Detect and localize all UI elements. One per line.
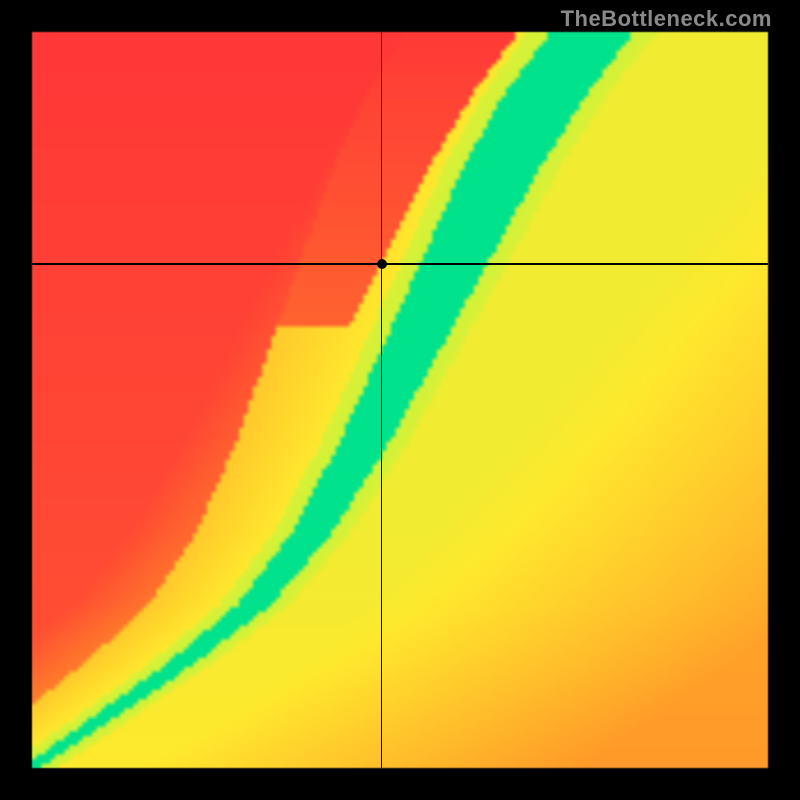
crosshair-marker-dot xyxy=(377,259,387,269)
crosshair-horizontal-line xyxy=(32,263,768,264)
crosshair-vertical-line xyxy=(381,32,382,768)
watermark-text: TheBottleneck.com xyxy=(561,6,772,32)
plot-area xyxy=(32,32,768,768)
heatmap-canvas xyxy=(32,32,768,768)
